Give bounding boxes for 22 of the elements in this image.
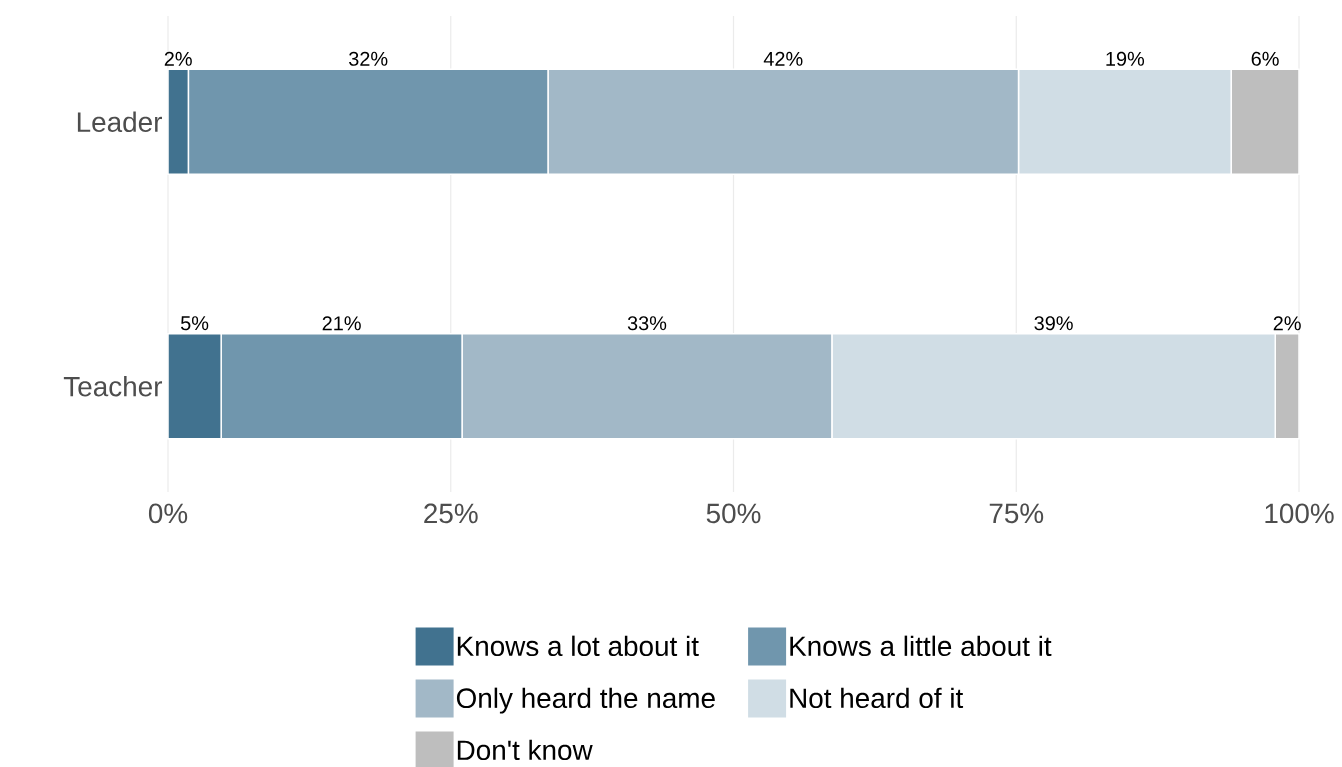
x-tick-label: 0% xyxy=(148,503,188,524)
x-tick-label: 25% xyxy=(424,503,478,524)
legend-label: Not heard of it xyxy=(790,687,964,709)
y-tick-label: Teacher xyxy=(63,375,163,397)
data-label: 42% xyxy=(763,51,803,66)
data-label: 5% xyxy=(180,316,209,331)
data-label: 6% xyxy=(1251,51,1279,66)
legend-label: Only heard the name xyxy=(456,687,715,714)
x-tick-label: 100% xyxy=(1265,503,1334,524)
y-tick-label: Leader xyxy=(77,111,162,133)
x-tick-label: 75% xyxy=(989,503,1044,524)
legend-label: Don't know xyxy=(457,739,593,761)
data-label: 19% xyxy=(1106,51,1145,66)
data-label: 2% xyxy=(164,51,192,66)
data-label: 33% xyxy=(627,316,667,331)
data-label: 21% xyxy=(322,316,361,331)
data-label: 2% xyxy=(1273,316,1301,331)
data-label: 32% xyxy=(349,51,388,66)
legend-label: Knows a lot about it xyxy=(457,635,699,657)
legend-label: Knows a little about it xyxy=(790,635,1052,657)
data-label: 39% xyxy=(1034,316,1073,331)
x-tick-label: 50% xyxy=(706,503,761,524)
